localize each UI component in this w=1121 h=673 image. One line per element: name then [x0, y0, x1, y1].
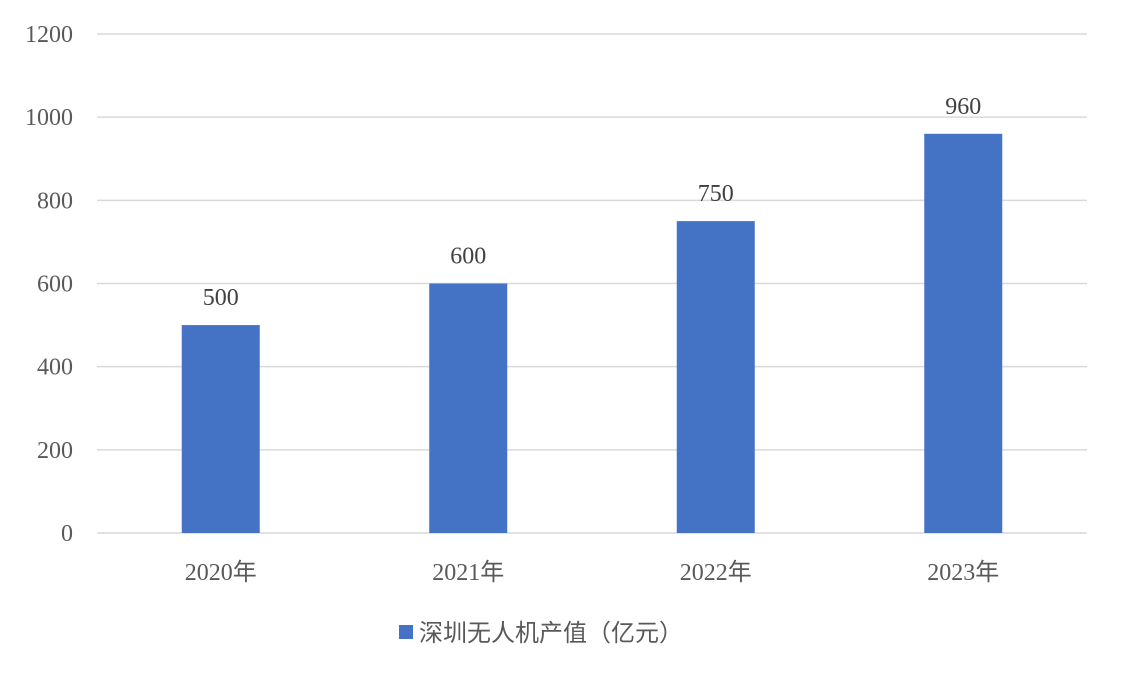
data-labels: 500 600 750 960	[203, 94, 982, 311]
x-tick-label: 2021年	[432, 559, 504, 586]
x-tick-label: 2023年	[927, 559, 999, 586]
bar-2022年	[676, 221, 755, 533]
data-label: 600	[450, 244, 486, 270]
y-tick-label: 1000	[25, 105, 73, 131]
y-tick-label: 400	[37, 355, 73, 381]
x-axis-ticks: 2020年 2021年 2022年 2023年	[185, 559, 1000, 586]
y-tick-label: 600	[37, 272, 73, 298]
y-tick-label: 800	[37, 188, 73, 214]
data-label: 960	[945, 94, 981, 120]
gridlines	[97, 33, 1087, 534]
x-tick-label: 2022年	[680, 559, 752, 586]
bars	[181, 133, 1003, 534]
legend: 深圳无人机产值（亿元）	[399, 619, 683, 647]
y-axis-ticks: 0 200 400 600 800 1000 1200	[25, 22, 73, 547]
data-label: 750	[698, 181, 734, 207]
legend-label: 深圳无人机产值（亿元）	[419, 619, 683, 647]
y-tick-label: 200	[37, 438, 73, 464]
bar-2023年	[924, 133, 1003, 534]
legend-swatch	[399, 625, 413, 639]
bar-2020年	[181, 325, 260, 533]
y-tick-label: 0	[61, 521, 73, 547]
data-label: 500	[203, 285, 239, 311]
y-tick-label: 1200	[25, 22, 73, 48]
x-tick-label: 2020年	[185, 559, 257, 586]
bar-2021年	[429, 283, 508, 533]
